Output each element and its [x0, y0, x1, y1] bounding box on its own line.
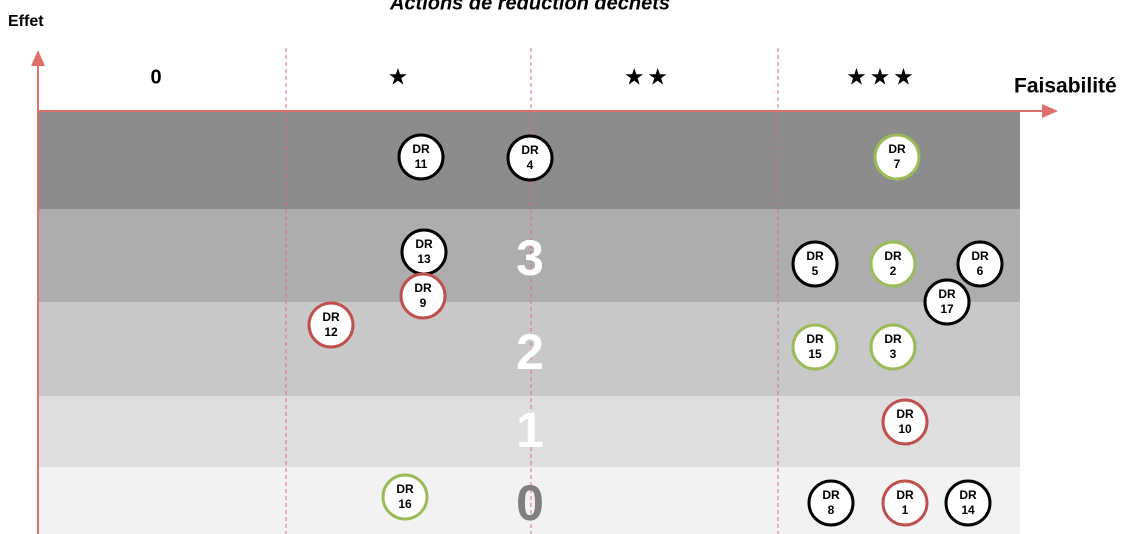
- action-number: 13: [417, 252, 431, 266]
- action-label: DR: [322, 310, 340, 324]
- bands: [38, 112, 1020, 534]
- action-label: DR: [896, 407, 914, 421]
- band-label: 2: [516, 324, 544, 380]
- action-number: 15: [808, 347, 822, 361]
- action-number: 3: [890, 347, 897, 361]
- column-header: ★ ★ ★: [848, 66, 913, 88]
- action-circle: [881, 398, 929, 446]
- action-label: DR: [806, 332, 824, 346]
- action-number: 8: [828, 503, 835, 517]
- column-header: ★: [389, 66, 407, 88]
- action-label: DR: [396, 482, 414, 496]
- action-circle: [881, 479, 929, 527]
- action-label: DR: [884, 249, 902, 263]
- actions: DR11DR4DR7DR13DR9DR12DR5DR2DR6DR17DR15DR…: [307, 133, 1004, 527]
- action-label: DR: [959, 488, 977, 502]
- action-circle: [923, 278, 971, 326]
- band-label: 3: [516, 230, 544, 286]
- action-node: DR5: [791, 240, 839, 288]
- action-circle: [307, 301, 355, 349]
- action-node: DR1: [881, 479, 929, 527]
- band-label: 1: [516, 402, 544, 458]
- band-label: 0: [516, 475, 544, 531]
- action-label: DR: [822, 488, 840, 502]
- action-node: DR3: [869, 323, 917, 371]
- action-circle: [873, 133, 921, 181]
- action-label: DR: [521, 143, 539, 157]
- action-circle: [791, 240, 839, 288]
- title: Actions de réduction déchets: [389, 0, 670, 14]
- action-number: 5: [812, 264, 819, 278]
- action-label: DR: [888, 142, 906, 156]
- action-circle: [807, 479, 855, 527]
- action-label: DR: [412, 142, 430, 156]
- x-arrow: [1042, 104, 1058, 118]
- action-node: DR6: [956, 240, 1004, 288]
- x-axis-label: Faisabilité: [1014, 75, 1117, 98]
- y-arrow: [31, 50, 45, 66]
- band: [38, 467, 1020, 534]
- action-number: 10: [898, 422, 912, 436]
- action-number: 1: [902, 503, 909, 517]
- column-header: ★ ★: [625, 66, 666, 88]
- band: [38, 209, 1020, 302]
- action-number: 12: [324, 325, 338, 339]
- action-node: DR2: [869, 240, 917, 288]
- column-header: 0: [150, 66, 161, 88]
- action-circle: [791, 323, 839, 371]
- action-circle: [399, 272, 447, 320]
- action-circle: [506, 134, 554, 182]
- action-node: DR7: [873, 133, 921, 181]
- axes: [31, 50, 1058, 534]
- action-circle: [869, 240, 917, 288]
- action-circle: [381, 473, 429, 521]
- action-label: DR: [806, 249, 824, 263]
- action-label: DR: [415, 237, 433, 251]
- band: [38, 302, 1020, 396]
- action-number: 9: [420, 296, 427, 310]
- action-number: 11: [415, 157, 428, 171]
- action-circle: [944, 479, 992, 527]
- action-number: 17: [940, 302, 954, 316]
- action-number: 4: [527, 158, 534, 172]
- action-label: DR: [938, 287, 956, 301]
- action-node: DR8: [807, 479, 855, 527]
- action-number: 14: [961, 503, 975, 517]
- action-number: 16: [398, 497, 412, 511]
- action-number: 2: [890, 264, 897, 278]
- action-circle: [397, 133, 445, 181]
- action-label: DR: [884, 332, 902, 346]
- action-label: DR: [971, 249, 989, 263]
- action-node: DR9: [399, 272, 447, 320]
- y-axis-label: Effet: [8, 13, 44, 30]
- action-number: 6: [977, 264, 984, 278]
- action-circle: [869, 323, 917, 371]
- band: [38, 396, 1020, 467]
- action-label: DR: [896, 488, 914, 502]
- action-node: DR4: [506, 134, 554, 182]
- action-circle: [956, 240, 1004, 288]
- action-number: 7: [894, 157, 901, 171]
- column-dividers: [285, 48, 779, 534]
- action-label: DR: [414, 281, 432, 295]
